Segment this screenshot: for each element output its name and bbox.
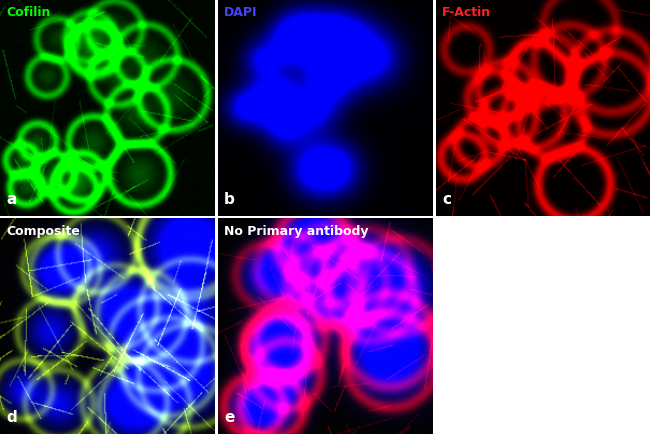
Text: d: d	[6, 411, 17, 425]
Text: Composite: Composite	[6, 224, 81, 237]
Text: c: c	[442, 192, 451, 207]
Text: a: a	[6, 192, 17, 207]
Text: Cofilin: Cofilin	[6, 7, 51, 20]
Text: No Primary antibody: No Primary antibody	[224, 224, 369, 237]
Text: b: b	[224, 192, 235, 207]
Text: DAPI: DAPI	[224, 7, 257, 20]
Text: e: e	[224, 411, 235, 425]
Text: F-Actin: F-Actin	[442, 7, 491, 20]
